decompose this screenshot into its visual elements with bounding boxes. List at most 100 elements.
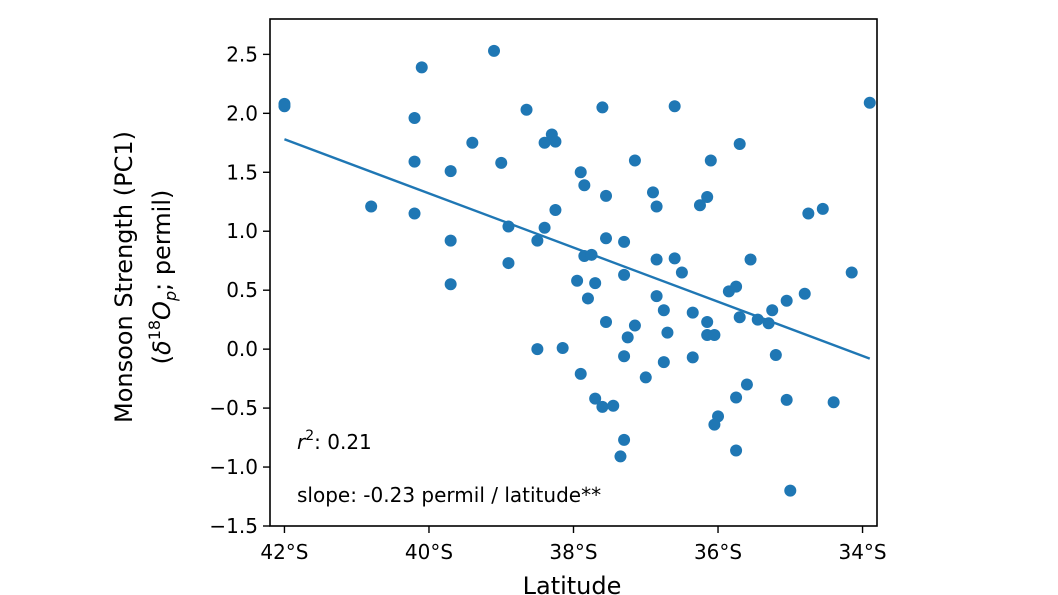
ticks-layer: 42°S 40°S 38°S 36°S 34°S 2.5 2.0 1.5 1.0 0.5 0.0 −0… xyxy=(209,42,886,564)
data-point xyxy=(668,252,681,265)
data-point xyxy=(730,444,743,457)
y-tick-label: 1.0 xyxy=(226,219,258,243)
data-point xyxy=(574,166,587,179)
data-point xyxy=(766,304,779,317)
data-point xyxy=(701,316,714,329)
data-point xyxy=(708,418,721,431)
data-point xyxy=(701,191,714,204)
data-point xyxy=(618,350,631,363)
data-point xyxy=(744,253,757,266)
data-point xyxy=(600,189,613,202)
data-point xyxy=(585,248,598,261)
data-point xyxy=(730,280,743,293)
data-point xyxy=(408,207,421,220)
y-tick-label: 0.0 xyxy=(226,337,258,361)
data-point xyxy=(733,137,746,150)
data-point xyxy=(596,101,609,114)
data-point xyxy=(549,204,562,217)
data-point xyxy=(365,200,378,213)
data-point xyxy=(531,234,544,247)
data-point xyxy=(827,396,840,409)
data-point xyxy=(798,287,811,300)
data-point xyxy=(704,154,717,167)
data-point xyxy=(278,100,291,113)
data-point xyxy=(621,331,634,344)
data-point xyxy=(408,112,421,125)
y-tick-label: −1.0 xyxy=(209,455,258,479)
data-point xyxy=(444,278,457,291)
data-point xyxy=(657,304,670,317)
data-point xyxy=(845,266,858,279)
data-point xyxy=(556,341,569,354)
plot-area-frame xyxy=(269,18,878,527)
x-axis-label: Latitude xyxy=(523,572,622,595)
data-point xyxy=(733,311,746,324)
data-point xyxy=(686,351,699,364)
data-point xyxy=(600,316,613,329)
data-point xyxy=(596,400,609,413)
y-tick-label: −0.5 xyxy=(209,396,258,420)
data-point xyxy=(668,100,681,113)
data-point xyxy=(578,179,591,192)
data-point xyxy=(751,313,764,326)
y-axis-label-line2: (δ18Op; permil) xyxy=(145,190,180,365)
data-point xyxy=(502,220,515,233)
data-point xyxy=(444,234,457,247)
data-point xyxy=(444,165,457,178)
y-axis-label-line1: Monsoon Strength (PC1) xyxy=(110,131,138,423)
data-point xyxy=(589,277,602,290)
data-point xyxy=(708,328,721,341)
x-tick-label: 42°S xyxy=(260,540,308,564)
data-point xyxy=(780,294,793,307)
data-point xyxy=(639,371,652,384)
x-tick-label: 38°S xyxy=(549,540,597,564)
data-point xyxy=(618,268,631,281)
data-point xyxy=(581,292,594,305)
y-tick-label: 2.5 xyxy=(226,42,258,66)
data-point xyxy=(816,202,829,215)
data-point xyxy=(614,450,627,463)
data-point xyxy=(600,232,613,245)
data-point xyxy=(769,349,782,362)
data-point xyxy=(607,399,620,412)
data-point xyxy=(780,393,793,406)
data-point xyxy=(466,136,479,149)
data-point xyxy=(646,186,659,199)
y-label-open-paren: ( xyxy=(148,355,176,364)
data-point xyxy=(693,199,706,212)
data-point xyxy=(488,44,501,57)
slope-annotation: slope: -0.23 permil / latitude** xyxy=(297,483,601,507)
data-point xyxy=(531,343,544,356)
data-point xyxy=(784,484,797,497)
r-squared-symbol: r xyxy=(297,430,307,454)
y-label-subscript: p xyxy=(161,291,180,302)
data-point xyxy=(650,253,663,266)
data-point xyxy=(802,207,815,220)
y-tick-label: −1.5 xyxy=(209,514,258,538)
data-point xyxy=(618,433,631,446)
data-point xyxy=(415,61,428,74)
data-point xyxy=(863,96,876,109)
x-tick-label: 40°S xyxy=(405,540,453,564)
r-squared-value: : 0.21 xyxy=(314,430,372,454)
r-squared-annotation: r2: 0.21 xyxy=(297,428,372,454)
data-point xyxy=(538,136,551,149)
data-point xyxy=(571,274,584,287)
data-point xyxy=(589,392,602,405)
data-point xyxy=(730,391,743,404)
y-tick-label: 1.5 xyxy=(226,160,258,184)
r-squared-exponent: 2 xyxy=(305,428,314,444)
y-label-superscript: 18 xyxy=(145,320,164,340)
data-point xyxy=(650,290,663,303)
data-point xyxy=(650,200,663,213)
data-point xyxy=(495,156,508,169)
y-label-close: ; permil) xyxy=(148,190,176,291)
data-point xyxy=(675,266,688,279)
y-tick-label: 2.0 xyxy=(226,101,258,125)
y-label-oxygen: O xyxy=(148,301,176,320)
data-point xyxy=(549,135,562,148)
y-tick-label: 0.5 xyxy=(226,278,258,302)
data-point xyxy=(502,257,515,270)
data-point xyxy=(628,154,641,167)
